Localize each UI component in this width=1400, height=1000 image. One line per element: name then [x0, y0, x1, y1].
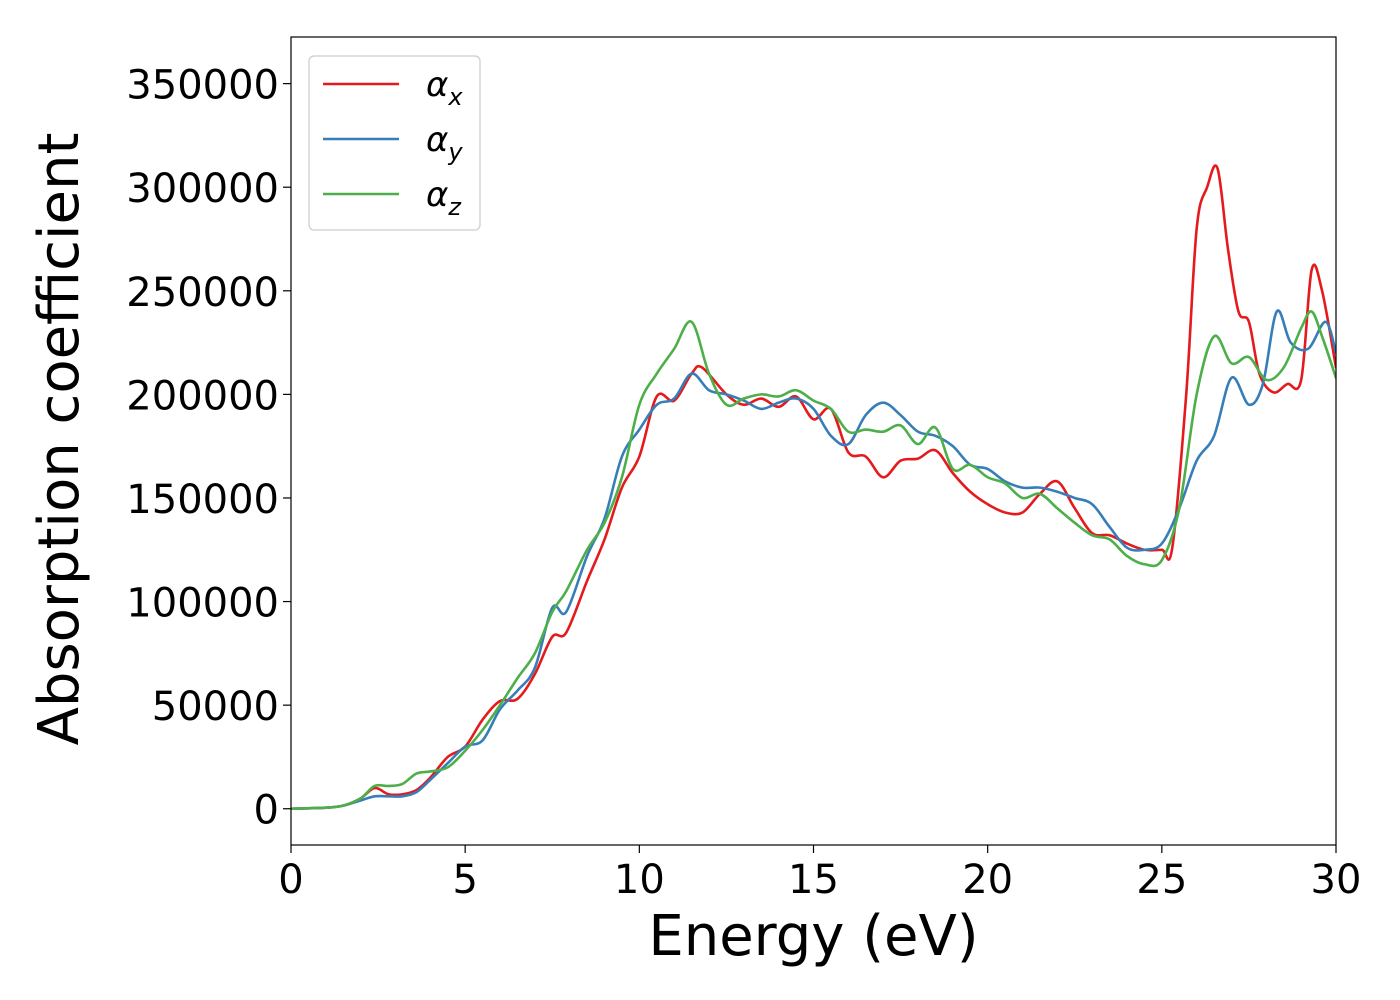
- series-line-alpha-x: [291, 164, 1336, 811]
- x-tick-label: 10: [614, 857, 665, 903]
- x-tick-label: 15: [788, 857, 839, 903]
- x-tick-label: 0: [278, 857, 303, 903]
- y-tick-label: 200000: [126, 373, 279, 419]
- y-axis-label: Absorption coefficient: [27, 133, 92, 746]
- legend-symbol: α: [426, 65, 448, 105]
- legend-label-alpha-y: αy: [426, 120, 463, 166]
- y-tick-label: 300000: [126, 166, 279, 212]
- legend-subscript: y: [447, 138, 463, 166]
- x-tick-label: 20: [962, 857, 1013, 903]
- y-tick-label: 250000: [126, 270, 279, 316]
- legend-box: [308, 55, 481, 231]
- x-tick-label: 30: [1311, 857, 1362, 903]
- series-line-alpha-z: [291, 310, 1336, 811]
- legend-label-alpha-x: αx: [426, 65, 463, 111]
- x-axis-label: Energy (eV): [648, 904, 978, 969]
- y-tick-label: 350000: [126, 63, 279, 109]
- legend-subscript: z: [447, 193, 462, 221]
- plot-frame: [290, 36, 1337, 846]
- y-tick-label: 100000: [126, 581, 279, 627]
- x-tick-label: 25: [1136, 857, 1187, 903]
- legend-symbol: α: [426, 120, 448, 160]
- y-tick-label: 50000: [152, 684, 279, 730]
- series-line-alpha-y: [291, 309, 1336, 811]
- series-layer: [291, 164, 1336, 811]
- x-tick-label: 5: [452, 857, 477, 903]
- legend-symbol: α: [426, 175, 448, 215]
- y-axis-ticks: 0 50000 100000 150000 200000 250000 300000 3500…: [126, 63, 291, 834]
- legend-subscript: x: [447, 83, 463, 111]
- x-axis-ticks: 0 5 10 15 20 25 30: [278, 845, 1361, 903]
- y-tick-label: 0: [254, 788, 279, 834]
- y-tick-label: 150000: [126, 477, 279, 523]
- legend-label-alpha-z: αz: [426, 175, 462, 221]
